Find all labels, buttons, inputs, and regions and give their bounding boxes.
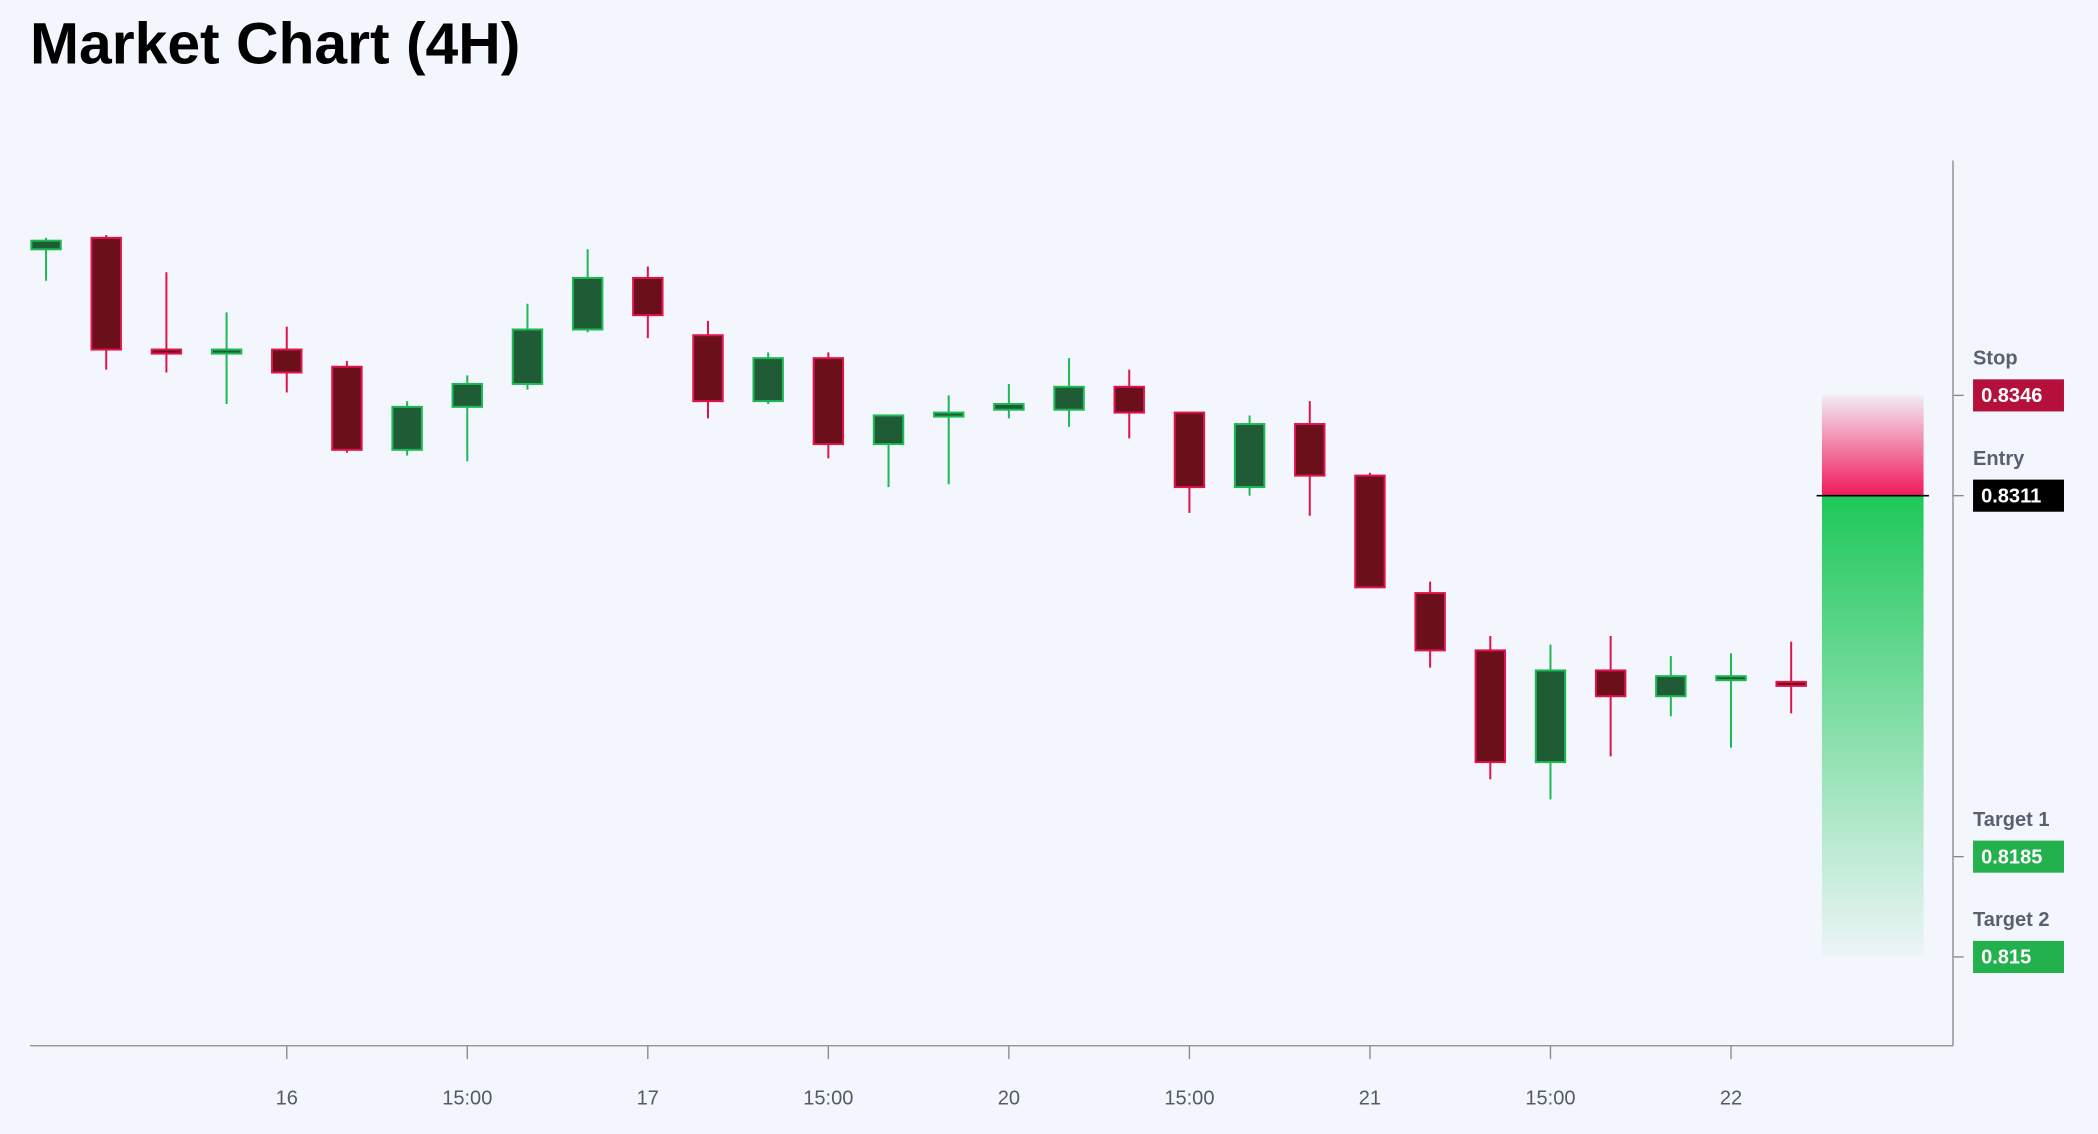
level-badge (1973, 840, 2064, 873)
level-badge (1973, 379, 2064, 412)
candle-down (1775, 680, 1807, 687)
candle-up (752, 357, 784, 403)
level-badge (1973, 940, 2064, 973)
x-tick-label: 15:00 (803, 1088, 853, 1110)
x-tick-label: 15:00 (1525, 1088, 1575, 1110)
candle-down (1474, 649, 1507, 764)
level-name: Entry (1973, 448, 2025, 470)
chart-title: Market Chart (4H) (30, 12, 520, 77)
candle-up (30, 239, 62, 251)
candle-down (692, 334, 724, 403)
candle-down (90, 236, 122, 351)
level-badge (1973, 479, 2064, 512)
candle-up (993, 402, 1025, 411)
stop-zone (1821, 395, 1924, 496)
candle-down (1414, 592, 1446, 652)
candle-down (812, 357, 845, 446)
x-tick-label: 15:00 (1164, 1088, 1214, 1110)
candle-up (932, 411, 965, 418)
candle-down (1294, 423, 1326, 477)
level-value: 0.815 (1981, 947, 2031, 969)
candle-up (451, 382, 484, 408)
level-value: 0.8311 (1981, 485, 2041, 507)
x-tick-label: 20 (998, 1088, 1020, 1110)
x-tick-label: 22 (1720, 1088, 1742, 1110)
x-tick-label: 16 (276, 1088, 298, 1110)
target-zone (1821, 495, 1924, 957)
candle-down (1173, 411, 1206, 489)
x-tick-label: 17 (637, 1088, 659, 1110)
candle-down (1354, 474, 1386, 589)
x-tick-label: 21 (1359, 1088, 1381, 1110)
candle-down (150, 348, 183, 355)
candle-up (571, 276, 604, 331)
candle-up (1715, 675, 1747, 682)
level-name: Stop (1973, 348, 2018, 370)
candle-up (511, 328, 544, 385)
candle-up (1534, 669, 1567, 764)
level-name: Target 2 (1973, 909, 2050, 931)
candle-down (271, 348, 303, 374)
level-value: 0.8346 (1981, 385, 2042, 407)
candle-up (1053, 385, 1085, 411)
candle-up (210, 348, 243, 355)
candle-up (391, 405, 423, 451)
candle-down (331, 365, 363, 451)
candle-up (1655, 675, 1687, 698)
candle-down (632, 276, 664, 317)
candle-down (1113, 385, 1145, 414)
level-name: Target 1 (1973, 809, 2050, 831)
x-tick-label: 15:00 (442, 1088, 492, 1110)
candle-up (872, 414, 905, 446)
candle-down (1594, 669, 1627, 698)
level-value: 0.8185 (1981, 846, 2042, 868)
candle-up (1233, 423, 1266, 489)
